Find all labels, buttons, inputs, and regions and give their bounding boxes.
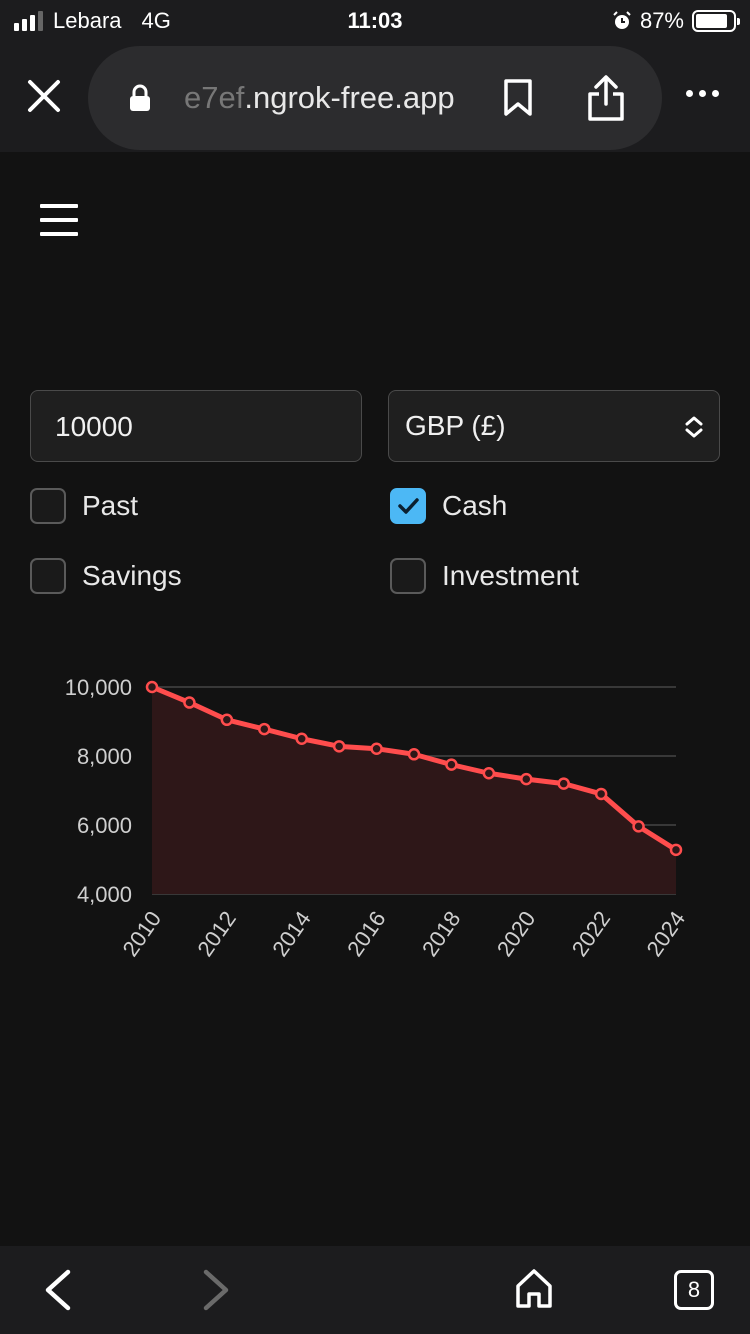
close-icon[interactable] <box>22 74 66 118</box>
home-icon[interactable] <box>512 1266 556 1310</box>
battery-percent: 87% <box>639 8 684 33</box>
y-tick-label: 10,000 <box>65 675 132 700</box>
option-investment[interactable]: Investment <box>390 558 579 594</box>
x-tick-label: 2018 <box>417 907 466 961</box>
x-tick-label: 2024 <box>642 907 691 961</box>
hamburger-menu-icon[interactable] <box>40 204 78 236</box>
battery-fill <box>696 14 728 28</box>
option-past[interactable]: Past <box>30 488 138 524</box>
currency-select[interactable]: GBP (£) <box>388 390 720 462</box>
data-point <box>520 772 533 786</box>
signal-icon <box>14 11 43 31</box>
data-point <box>145 680 159 694</box>
browser-toolbar: e7ef.ngrok-free.app <box>0 42 750 152</box>
y-tick-label: 8,000 <box>77 744 132 769</box>
y-tick-label: 6,000 <box>77 813 132 838</box>
browser-bottom-toolbar: 8 <box>0 1246 750 1334</box>
data-point <box>258 722 271 736</box>
lock-icon <box>130 84 150 111</box>
url-domain: .ngrok-free.app <box>244 80 455 115</box>
bookmark-icon[interactable] <box>502 78 534 118</box>
status-left: Lebara 4G <box>14 8 171 34</box>
currency-value: GBP (£) <box>405 410 506 441</box>
tabs-count-icon[interactable]: 8 <box>674 1270 714 1310</box>
data-point <box>445 758 458 771</box>
y-tick-label: 4,000 <box>77 882 132 907</box>
cash-checkbox[interactable] <box>390 488 426 524</box>
status-time: 11:03 <box>347 8 403 33</box>
data-point <box>220 713 234 727</box>
past-label: Past <box>82 490 139 521</box>
data-point <box>594 787 608 801</box>
carrier-label: Lebara <box>53 8 122 33</box>
x-tick-label: 2020 <box>492 907 541 961</box>
investment-checkbox[interactable] <box>390 558 426 594</box>
alarm-icon <box>613 11 631 29</box>
back-arrow-icon[interactable] <box>38 1268 78 1312</box>
option-savings[interactable]: Savings <box>30 558 182 594</box>
share-icon[interactable] <box>586 74 626 122</box>
x-tick-label: 2016 <box>342 907 391 961</box>
data-point <box>632 820 645 833</box>
x-tick-label: 2010 <box>118 907 167 961</box>
network-label: 4G <box>141 8 171 33</box>
data-point <box>295 732 308 745</box>
x-tick-label: 2012 <box>192 907 241 961</box>
x-tick-label: 2014 <box>267 907 316 961</box>
data-point <box>183 696 196 709</box>
amount-input[interactable]: 10000 <box>30 390 362 462</box>
url-text[interactable]: e7ef.ngrok-free.app <box>184 80 455 116</box>
data-point <box>407 748 421 761</box>
url-faded-part: e7ef <box>184 80 245 115</box>
savings-label: Savings <box>82 560 182 591</box>
chevron-up-down-icon <box>685 416 703 438</box>
data-point <box>557 777 570 790</box>
savings-checkbox[interactable] <box>30 558 66 594</box>
past-checkbox[interactable] <box>30 488 66 524</box>
status-right: 87% <box>612 8 740 34</box>
cash-label: Cash <box>442 490 508 521</box>
more-icon[interactable] <box>686 90 719 97</box>
status-bar: Lebara 4G 11:03 87% <box>0 0 750 42</box>
data-point <box>669 843 683 857</box>
data-point <box>482 767 496 780</box>
forward-arrow-icon[interactable] <box>196 1268 236 1312</box>
option-cash[interactable]: Cash <box>390 488 507 524</box>
investment-label: Investment <box>442 560 579 591</box>
data-point <box>332 740 346 753</box>
x-tick-label: 2022 <box>567 907 616 961</box>
area-fill <box>152 687 676 894</box>
data-point <box>370 742 383 756</box>
address-bar[interactable]: e7ef.ngrok-free.app <box>88 46 662 150</box>
battery-icon <box>692 10 740 32</box>
